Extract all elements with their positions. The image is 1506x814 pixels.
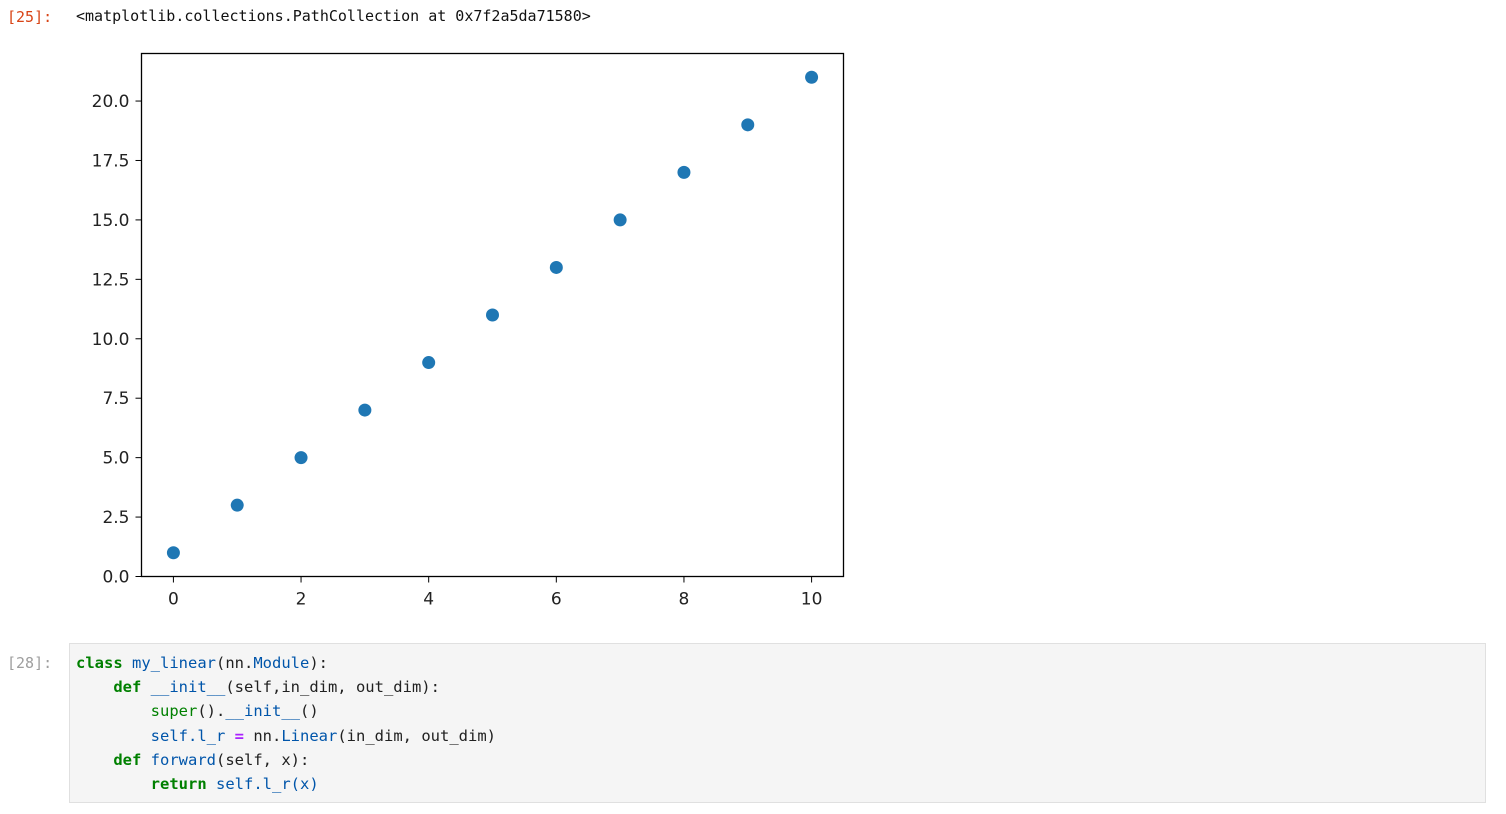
scatter-point [486,308,499,322]
scatter-point [358,403,372,417]
y-tick-label: 15.0 [92,211,130,231]
scatter-point [166,546,180,560]
x-tick-label: 4 [423,590,434,610]
attribute-name: self.l_r [150,726,226,745]
code-text-part: nn. [253,726,282,745]
output-text: <matplotlib.collections.PathCollection a… [76,7,591,25]
x-axis: 0 2 4 6 8 10 [168,576,823,610]
code-text-part: ): [309,654,329,672]
code-text-part: (in_dim, out_dim) [337,726,496,745]
x-tick-label: 8 [679,590,690,610]
scatter-point [613,213,627,227]
scatter-point [805,70,819,84]
method-name: __init__ [225,702,300,721]
base-class: Module [253,654,310,672]
y-tick-label: 10.0 [92,330,130,350]
scatter-point [294,451,308,465]
output-prompt: [25]: [7,8,53,26]
class-ref: Linear [281,726,338,745]
method-call: self.l_r(x) [216,775,319,794]
y-tick-label: 5.0 [102,449,129,469]
x-tick-label: 10 [801,590,823,610]
code-text-part: () [299,702,319,721]
assign-operator: = [234,726,244,745]
code-text-part: (self, x): [216,750,310,769]
y-tick-label: 7.5 [102,389,129,409]
x-tick-label: 2 [296,590,307,610]
function-name: __init__ [150,678,226,697]
scatter-point [230,498,244,512]
x-tick-label: 0 [168,590,179,610]
y-tick-label: 2.5 [102,508,129,528]
plot-frame [140,52,845,578]
x-tick-label: 6 [551,590,562,610]
scatter-point [741,118,755,132]
scatter-point [422,356,436,370]
scatter-plot: 0.0 2.5 5.0 7.5 10.0 12.5 15.0 17.5 20.0 0 2 4 6 8 10 [92,52,845,610]
y-tick-label: 20.0 [92,92,130,112]
y-tick-label: 17.5 [92,151,130,171]
code-keyword: class [76,654,123,672]
code-editor[interactable]: class my_linear(nn.Module): def __init__… [69,643,1486,803]
builtin-name: super [150,702,198,721]
code-text-part: (nn. [216,654,254,672]
code-keyword: return [150,775,207,794]
scatter-point [677,165,691,179]
code-text[interactable]: class my_linear(nn.Module): def __init__… [70,644,1485,796]
input-prompt: [28]: [7,654,53,672]
function-name: forward [150,750,216,769]
code-text-part: (). [197,702,226,721]
scatter-points [166,70,819,560]
code-keyword: def [113,678,142,697]
y-tick-label: 12.5 [92,270,130,290]
y-tick-label: 0.0 [102,568,129,588]
code-text-part: (self,in_dim, out_dim): [225,678,440,697]
class-name: my_linear [132,654,217,672]
scatter-point [549,260,563,274]
y-axis: 0.0 2.5 5.0 7.5 10.0 12.5 15.0 17.5 20.0 [92,92,142,588]
code-keyword: def [113,750,142,769]
